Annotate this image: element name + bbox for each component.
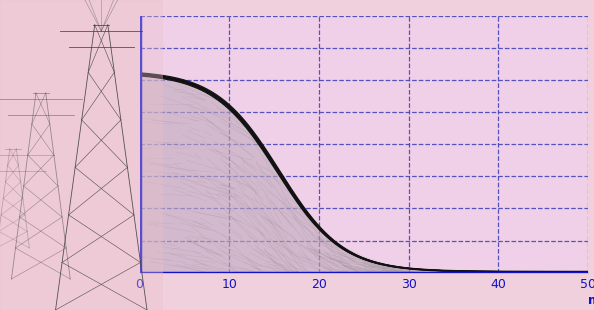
- Y-axis label: B(uT): B(uT): [593, 0, 594, 10]
- Text: m: m: [588, 294, 594, 307]
